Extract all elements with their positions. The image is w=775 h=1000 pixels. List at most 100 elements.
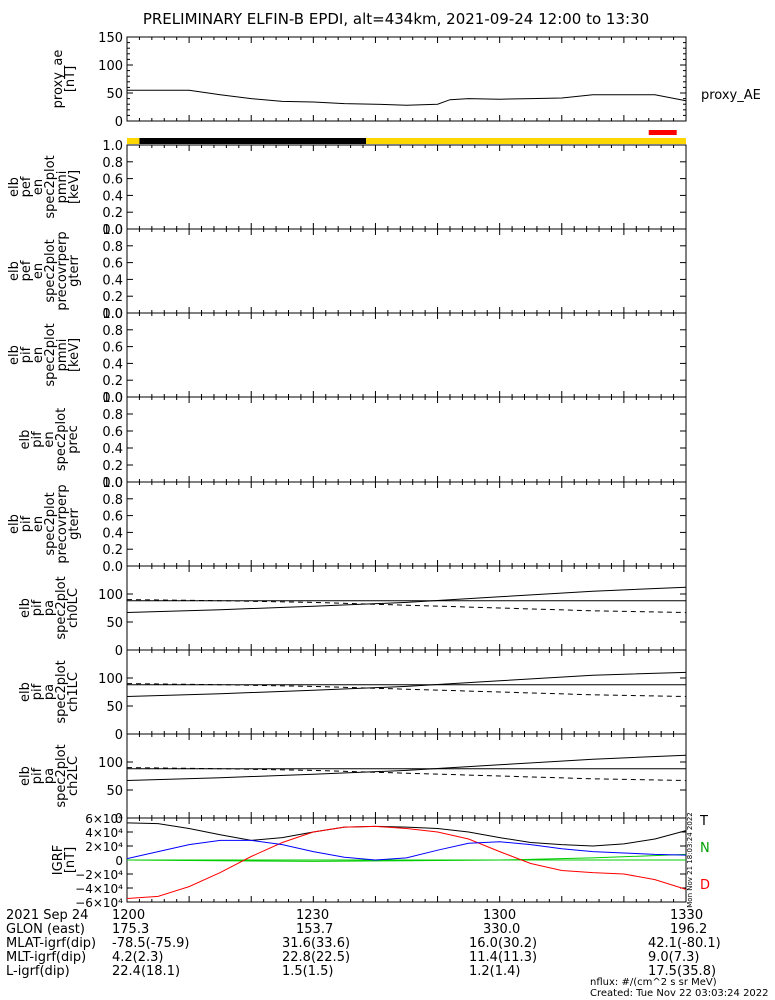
y-axis-label: elb: [18, 766, 33, 786]
y-axis-label: en: [42, 431, 57, 447]
panels: 150100500proxy_ae[nT]proxy_AE1.00.80.60.…: [7, 31, 761, 910]
proxy_ae-frame: [126, 36, 687, 122]
footer-row-value: 11.4(11.3): [469, 950, 538, 965]
y-axis-label: spec2plot: [54, 408, 69, 471]
orbit-segment: [127, 138, 140, 144]
y-axis-label: elb: [18, 682, 33, 702]
panel-igrf: 6×10⁴4×10⁴2×10⁴0−2×10⁴−4×10⁴−6×10⁴IGRF[n…: [51, 812, 710, 910]
y-tick-label: −4×10⁴: [75, 882, 123, 896]
y-axis-label: [keV]: [67, 170, 82, 204]
pef_precovrperp-frame: [126, 228, 687, 314]
y-axis-label: spec2plot: [43, 323, 58, 386]
footer-date: 2021 Sep 24: [6, 908, 89, 923]
y-tick-label: 0.8: [102, 324, 123, 339]
y-axis-label: pa: [42, 768, 57, 784]
footer-row-label: MLT-igrf(dip): [6, 950, 87, 965]
footer-row-value: 42.1(-80.1): [648, 936, 721, 951]
y-axis-label: spec2plot: [43, 155, 58, 218]
y-axis-label: pif: [30, 767, 45, 784]
footer-row-value: 22.4(18.1): [112, 964, 181, 979]
y-axis-label: prec: [66, 425, 81, 453]
panel-orbit_bar: [127, 130, 686, 144]
y-tick-label: 50: [106, 616, 123, 631]
y-tick-label: 0.6: [102, 173, 123, 188]
series-proxy_AE: [127, 89, 687, 106]
y-axis-label: precovrperp: [55, 484, 70, 563]
nflux-units: nflux: #/(cm^2 s sr MeV): [590, 977, 717, 988]
y-axis-label: en: [31, 516, 46, 532]
y-axis-label: spec2plot: [43, 239, 58, 302]
y-tick-label: 0: [115, 728, 123, 743]
y-tick-label: 0.6: [102, 425, 123, 440]
footer-row-value: 4.2(2.3): [112, 950, 164, 965]
y-axis-label: pif: [30, 683, 45, 700]
ch1LC-frame: [126, 649, 687, 735]
y-axis-label: precovrperp: [55, 231, 70, 310]
y-tick-label: 50: [106, 784, 123, 799]
y-axis-label: en: [31, 179, 46, 195]
y-tick-label: 0.0: [102, 560, 123, 575]
y-axis-label: [keV]: [67, 338, 82, 372]
footer-time-3: 1330: [670, 908, 704, 923]
panel-pif_precovrperp: 1.0 0.8 0.60.4 0.2 0.0 elbpifenspec2plotpreco…: [7, 476, 687, 575]
legend-D: D: [700, 878, 710, 893]
y-tick-label: 0.2: [102, 543, 123, 558]
series-D: [126, 825, 687, 899]
y-tick-label: 6×10⁴: [85, 812, 123, 826]
footer-time-2: 1300: [483, 908, 517, 923]
y-tick-label: −6×10⁴: [75, 896, 123, 910]
y-tick-label: 0.2: [102, 206, 123, 221]
y-tick-label: 0.8: [102, 493, 123, 508]
legend-T: T: [699, 814, 708, 829]
footer-row-value: 175.3: [112, 922, 150, 937]
orbit-segment: [366, 138, 686, 144]
y-tick-label: 0.8: [102, 408, 123, 423]
series-line-2: [126, 767, 687, 781]
chart-title: PRELIMINARY ELFIN-B EPDI, alt=434km, 202…: [143, 10, 649, 28]
y-axis-label: IGRF: [51, 845, 66, 875]
footer-row-value: 196.2: [670, 922, 708, 937]
y-axis-label: pa: [42, 600, 57, 616]
y-axis-label: elb: [7, 514, 22, 534]
footer-time-1: 1230: [296, 908, 330, 923]
y-tick-label: 0.4: [102, 442, 123, 457]
y-tick-label: 1.0: [102, 307, 123, 322]
series-line-1: [126, 754, 687, 781]
y-tick-label: 150: [98, 31, 123, 46]
y-tick-label: 0.2: [102, 374, 123, 389]
footer-row-label: L-igrf(dip): [6, 964, 70, 979]
footer-row-label: MLAT-igrf(dip): [6, 936, 97, 951]
y-tick-label: 1.0: [102, 223, 123, 238]
footer-row-value: 22.8(22.5): [282, 950, 351, 965]
y-axis-label: elb: [18, 598, 33, 618]
footer-row-value: 16.0(30.2): [469, 936, 538, 951]
y-tick-label: 0: [115, 644, 123, 659]
footer-row-value: 17.5(35.8): [648, 964, 717, 979]
pif_pmni-frame: [126, 312, 687, 398]
y-tick-label: 0.4: [102, 526, 123, 541]
y-tick-label: 0: [115, 115, 123, 130]
y-tick-label: 100: [98, 59, 123, 74]
series-T: [126, 822, 687, 847]
y-axis-label: pif: [30, 431, 45, 448]
series-line-2: [126, 599, 687, 613]
y-tick-label: 0.0: [102, 476, 123, 491]
y-axis-label: [nT]: [63, 66, 78, 92]
y-tick-label: 1.0: [102, 391, 123, 406]
y-axis-label: gterr: [67, 507, 82, 539]
footer-row-value: 31.6(33.6): [282, 936, 351, 951]
footer-time-0: 1200: [112, 908, 146, 923]
series-line-1: [126, 586, 687, 613]
y-axis-label: pmni: [55, 339, 70, 372]
y-tick-label: 100: [98, 756, 123, 771]
footer-row-label: GLON (east): [6, 922, 85, 937]
series-blue: [126, 839, 687, 861]
series-line-1: [126, 671, 687, 697]
y-axis-label: spec2plot: [54, 660, 69, 723]
y-axis-label: en: [31, 263, 46, 279]
y-axis-label: pef: [19, 260, 34, 281]
pif_prec-frame: [126, 396, 687, 483]
